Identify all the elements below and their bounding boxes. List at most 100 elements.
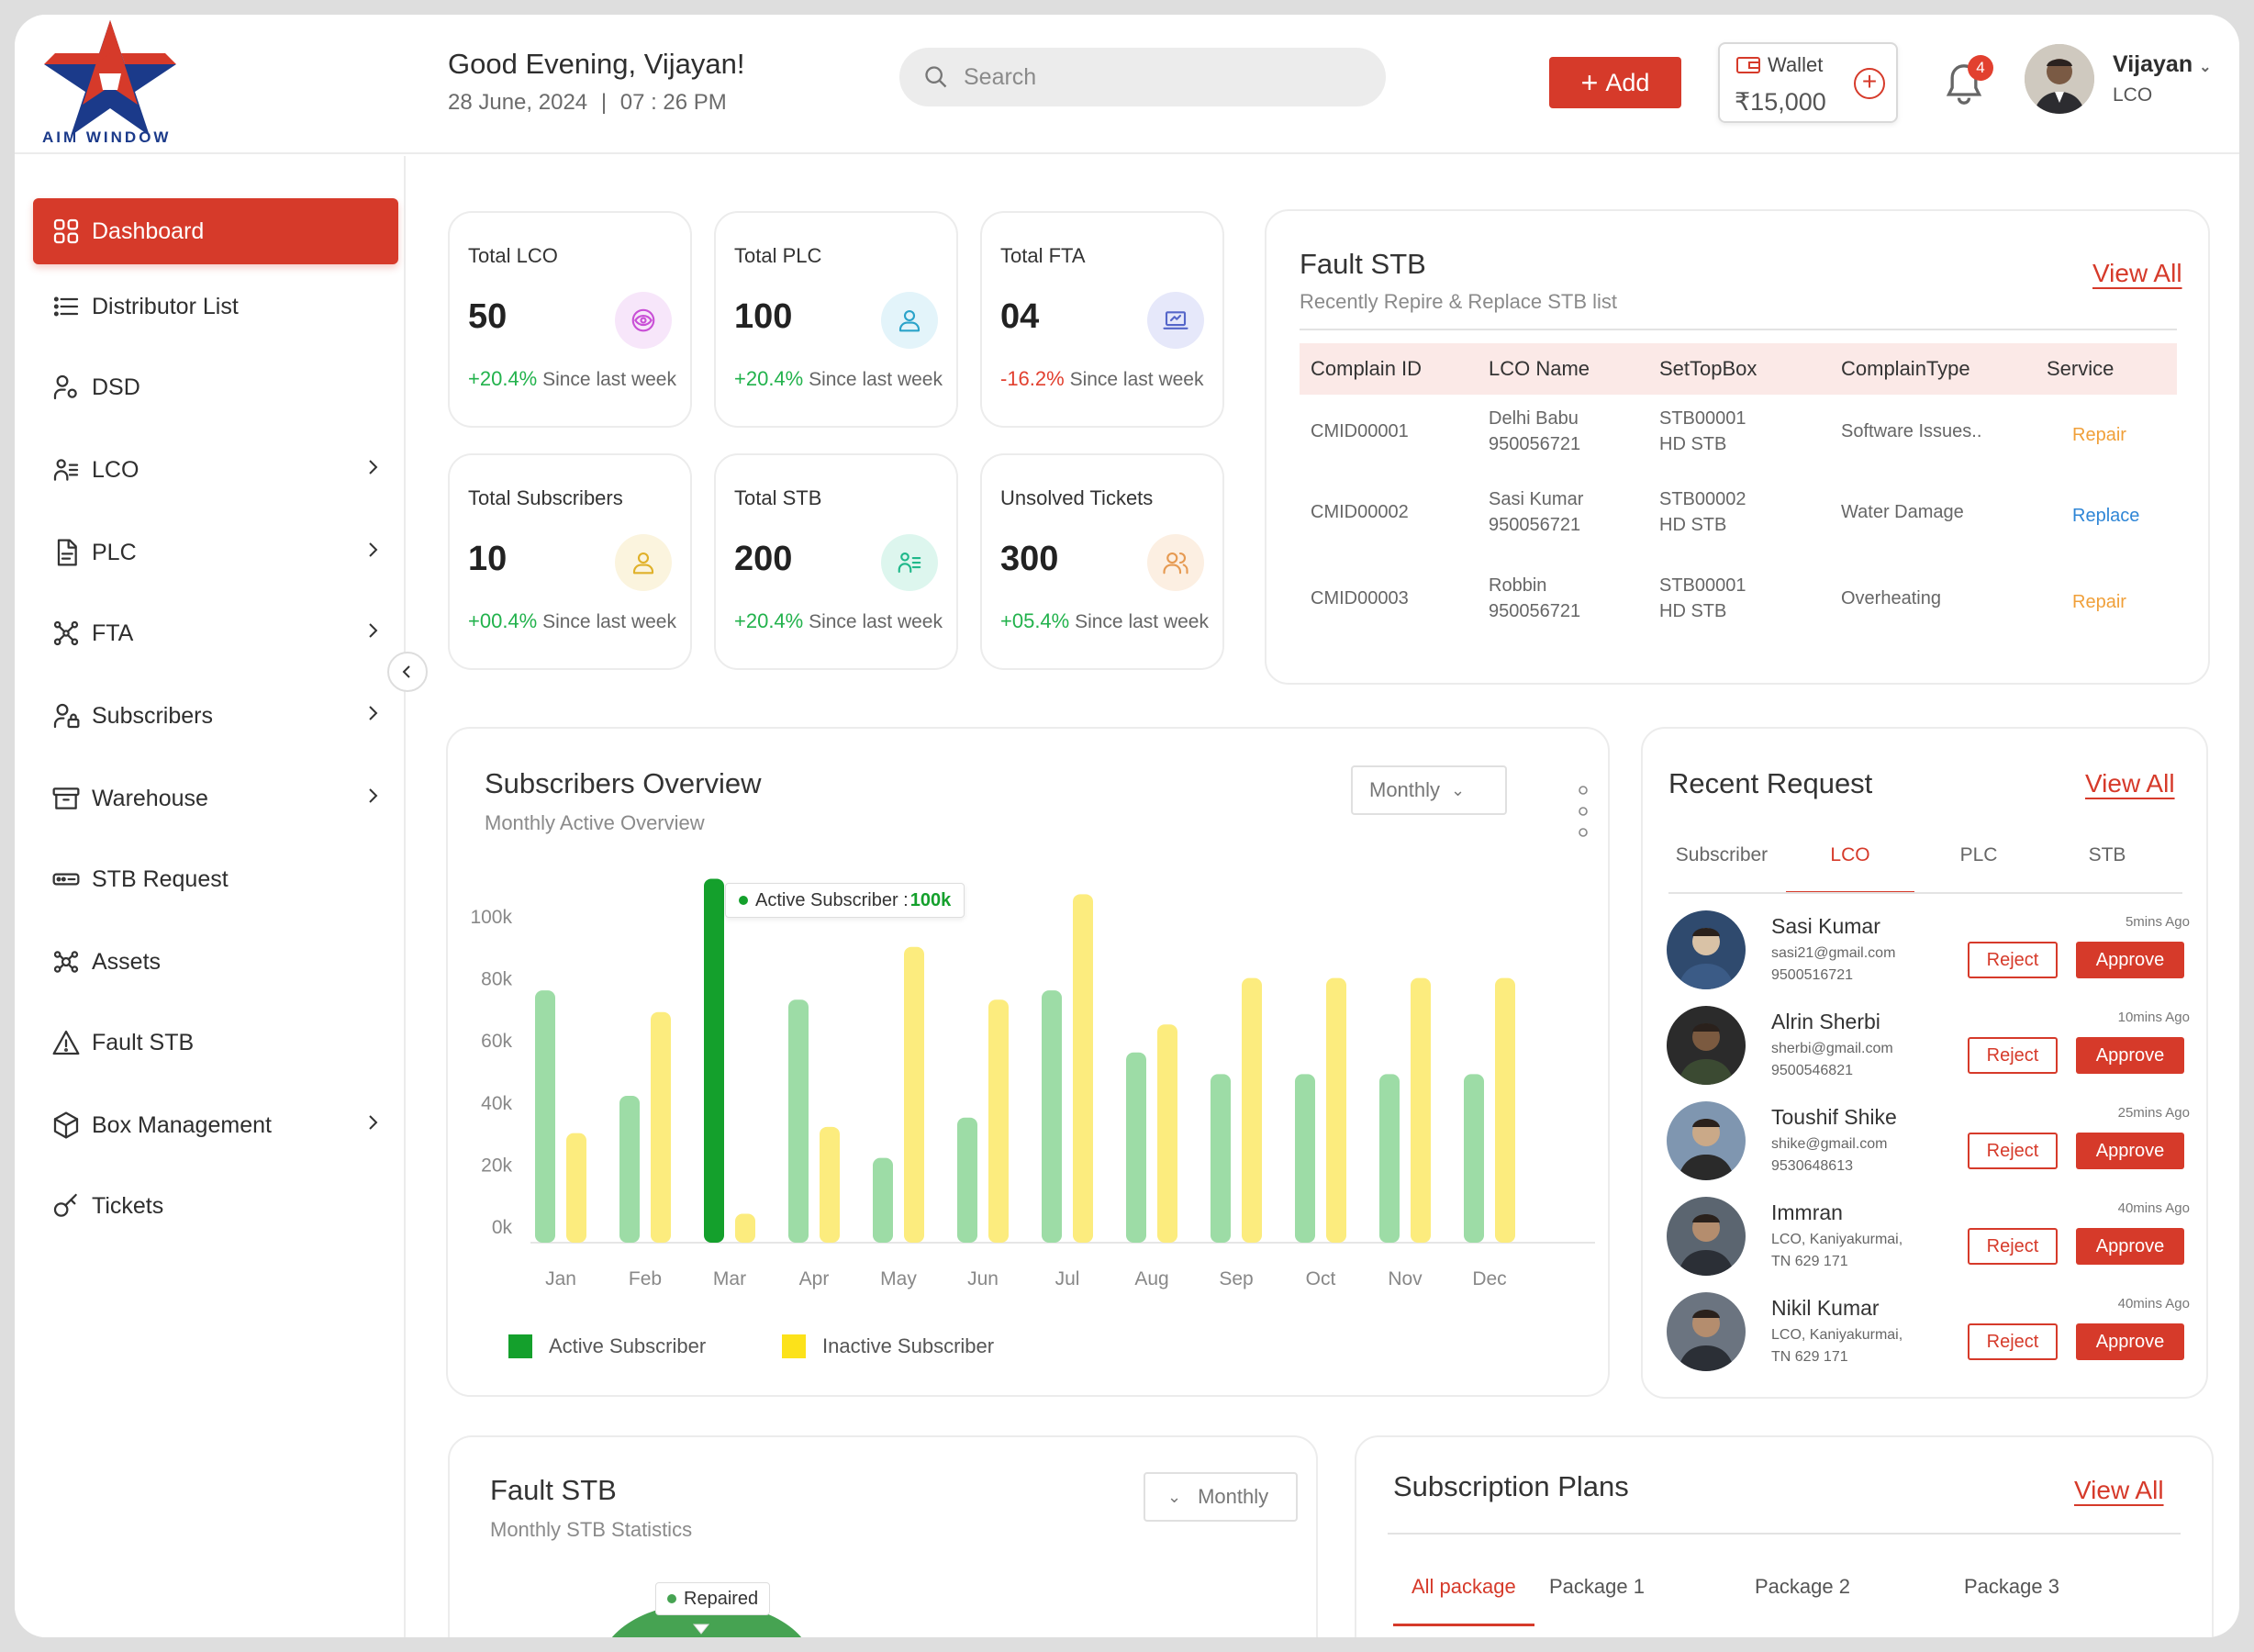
bar-active-dec[interactable] (1464, 1074, 1484, 1243)
stat-card-total-stb[interactable]: Total STB 200 +20.4% Since last week (714, 453, 958, 670)
chevron-right-icon (365, 540, 380, 566)
bar-active-may[interactable] (873, 1157, 893, 1243)
avatar[interactable] (2025, 44, 2094, 114)
bar-inactive-apr[interactable] (820, 1126, 840, 1243)
legend-active: Active Subscriber (508, 1334, 706, 1358)
fault-table-row[interactable]: CMID00002 Sasi Kumar 950056721 STB00002 HD S… (1300, 489, 2177, 556)
bar-active-sep[interactable] (1211, 1074, 1231, 1243)
bar-active-jun[interactable] (957, 1117, 977, 1243)
bar-active-apr[interactable] (788, 999, 809, 1243)
plans-view-all-link[interactable]: View All (2074, 1476, 2164, 1504)
sidebar-item-fault-stb[interactable]: Fault STB (33, 1010, 398, 1076)
col-complain-type: ComplainType (1841, 357, 1970, 380)
sidebar-item-fta[interactable]: FTA (33, 600, 398, 666)
sidebar-item-subscribers[interactable]: Subscribers (33, 683, 398, 749)
bar-inactive-nov[interactable] (1411, 977, 1431, 1243)
approve-button[interactable]: Approve (2076, 1323, 2184, 1360)
bar-inactive-jul[interactable] (1073, 894, 1093, 1243)
stat-card-unsolved-tickets[interactable]: Unsolved Tickets 300 +05.4% Since last wee… (980, 453, 1224, 670)
reject-button[interactable]: Reject (1968, 1037, 2058, 1074)
stat-card-total-fta[interactable]: Total FTA 04 -16.2% Since last week (980, 211, 1224, 428)
bar-inactive-mar[interactable] (735, 1213, 755, 1243)
fault-stb-view-all-link[interactable]: View All (2092, 259, 2182, 287)
sidebar-item-box-management[interactable]: Box Management (33, 1092, 398, 1158)
bar-inactive-oct[interactable] (1326, 977, 1346, 1243)
bar-active-feb[interactable] (619, 1096, 640, 1243)
wallet-widget[interactable]: Wallet ₹15,000 + (1718, 42, 1898, 123)
wallet-add-icon[interactable]: + (1854, 68, 1885, 99)
bar-inactive-dec[interactable] (1495, 977, 1515, 1243)
notification-badge: 4 (1968, 55, 1993, 81)
plan-tab-package-3[interactable]: Package 3 (1964, 1575, 2059, 1598)
sidebar-item-distributor-list[interactable]: Distributor List (33, 273, 398, 340)
stat-note: Since last week (542, 369, 676, 390)
bar-active-nov[interactable] (1379, 1074, 1400, 1243)
reject-button[interactable]: Reject (1968, 1323, 2058, 1360)
stat-card-total-lco[interactable]: Total LCO 50 +20.4% Since last week (448, 211, 692, 428)
bar-inactive-may[interactable] (904, 946, 924, 1243)
sidebar-item-dsd[interactable]: DSD (33, 354, 398, 420)
tab-lco[interactable]: LCO (1786, 844, 1914, 894)
avatar[interactable] (1667, 1006, 1746, 1085)
bar-inactive-jun[interactable] (988, 999, 1009, 1243)
bar-inactive-aug[interactable] (1157, 1024, 1177, 1243)
stat-icon (881, 292, 938, 349)
bar-inactive-jan[interactable] (566, 1133, 586, 1243)
plan-tab-package-2[interactable]: Package 2 (1755, 1575, 1850, 1598)
bar-active-jul[interactable] (1042, 990, 1062, 1243)
avatar[interactable] (1667, 1101, 1746, 1180)
tab-subscriber[interactable]: Subscriber (1675, 844, 1769, 865)
approve-button[interactable]: Approve (2076, 942, 2184, 978)
search-bar[interactable]: Search (899, 48, 1386, 106)
bar-active-aug[interactable] (1126, 1052, 1146, 1243)
tab-stb[interactable]: STB (2088, 844, 2126, 865)
sidebar-item-lco[interactable]: LCO (33, 437, 398, 503)
bar-active-mar[interactable] (704, 878, 724, 1243)
fault-stats-tooltip: Repaired (655, 1582, 771, 1615)
plan-tab-all-package[interactable]: All package (1393, 1575, 1534, 1626)
plan-tab-package-1[interactable]: Package 1 (1549, 1575, 1645, 1598)
reject-button[interactable]: Reject (1968, 942, 2058, 978)
stat-card-total-subscribers[interactable]: Total Subscribers 10 +00.4% Since last wee… (448, 453, 692, 670)
requester-name: Toushif Shike (1771, 1105, 1897, 1129)
cell-service-link[interactable]: Replace (2072, 506, 2140, 526)
stat-note: Since last week (1075, 611, 1209, 632)
sidebar-item-plc[interactable]: PLC (33, 519, 398, 586)
fault-table-row[interactable]: CMID00001 Delhi Babu 950056721 STB00001 HD S… (1300, 408, 2177, 475)
stat-card-total-plc[interactable]: Total PLC 100 +20.4% Since last week (714, 211, 958, 428)
brand-logo[interactable] (37, 17, 184, 154)
user-name[interactable]: Vijayan ⌄ (2113, 51, 2211, 78)
more-options-icon[interactable] (1577, 784, 1590, 839)
sidebar-collapse-button[interactable] (387, 652, 428, 692)
cell-service-link[interactable]: Repair (2072, 425, 2126, 445)
approve-button[interactable]: Approve (2076, 1037, 2184, 1074)
avatar[interactable] (1667, 1197, 1746, 1276)
fault-stats-period-dropdown[interactable]: ⌄ Monthly (1144, 1472, 1298, 1522)
sidebar-item-warehouse[interactable]: Warehouse (33, 765, 398, 832)
approve-button[interactable]: Approve (2076, 1133, 2184, 1169)
avatar[interactable] (1667, 910, 1746, 989)
bar-active-jan[interactable] (535, 990, 555, 1243)
sidebar-item-assets[interactable]: Assets (33, 929, 398, 995)
avatar[interactable] (1667, 1292, 1746, 1371)
approve-button[interactable]: Approve (2076, 1228, 2184, 1265)
recent-view-all-link[interactable]: View All (2085, 769, 2175, 798)
sidebar-item-tickets[interactable]: Tickets (33, 1173, 398, 1239)
reject-button[interactable]: Reject (1968, 1228, 2058, 1265)
sidebar-item-dashboard[interactable]: Dashboard (33, 198, 398, 264)
cell-stb-type: HD STB (1659, 601, 1727, 621)
chevron-right-icon (365, 620, 380, 647)
reject-button[interactable]: Reject (1968, 1133, 2058, 1169)
bar-inactive-feb[interactable] (651, 1011, 671, 1243)
fault-table-row[interactable]: CMID00003 Robbin 950056721 STB00001 HD STB Ov… (1300, 575, 2177, 642)
add-button[interactable]: + Add (1549, 57, 1681, 108)
fault-stb-subtitle: Recently Repire & Replace STB list (1300, 290, 1618, 313)
tab-plc[interactable]: PLC (1959, 844, 1998, 865)
overview-period-dropdown[interactable]: Monthly ⌄ (1351, 765, 1507, 815)
sidebar-item-stb-request[interactable]: STB Request (33, 846, 398, 912)
cell-service-link[interactable]: Repair (2072, 592, 2126, 612)
search-input[interactable]: Search (964, 63, 1037, 90)
bar-inactive-sep[interactable] (1242, 977, 1262, 1243)
bar-active-oct[interactable] (1295, 1074, 1315, 1243)
user-settings-icon (53, 374, 77, 400)
